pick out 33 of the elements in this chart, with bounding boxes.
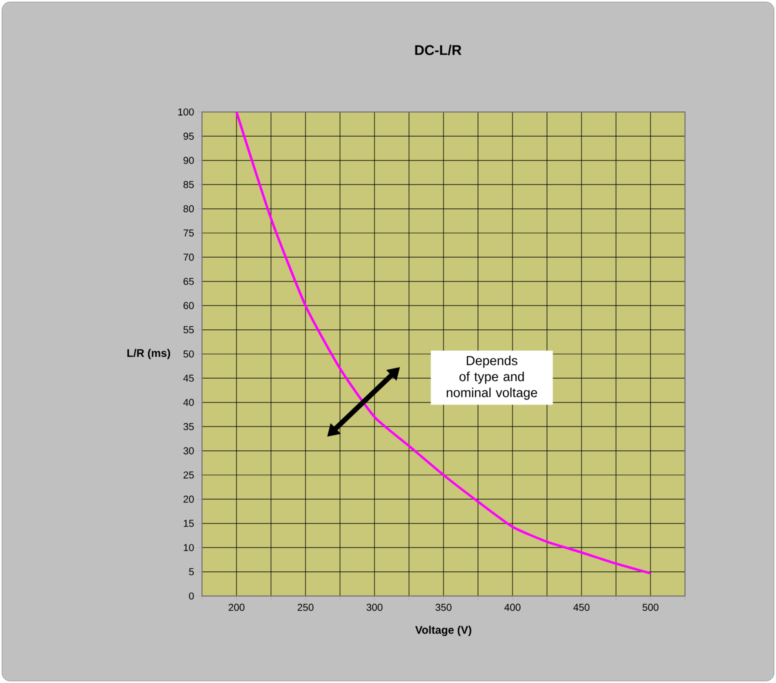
x-tick-label: 300: [366, 604, 382, 611]
y-tick-label: 65: [184, 278, 194, 285]
y-tick-label: 75: [184, 230, 194, 236]
y-tick-label: 100: [178, 108, 194, 116]
chart-title: DC-L/R: [415, 44, 462, 56]
y-tick-label: 25: [184, 471, 194, 479]
y-tick-label: 85: [184, 181, 194, 188]
y-tick-label: 30: [183, 447, 194, 454]
y-tick-label: 55: [183, 326, 194, 334]
x-axis-title: Voltage (V): [415, 626, 472, 636]
y-tick-label: 45: [183, 374, 194, 382]
y-tick-label: 0: [189, 592, 194, 600]
annotation: Depends of type and nominal voltage: [446, 356, 538, 400]
x-tick-label: 200: [228, 604, 244, 611]
x-tick-label: 400: [504, 604, 520, 611]
y-tick-label: 5: [189, 568, 194, 576]
x-tick-label: 450: [573, 604, 590, 611]
y-tick-label: 60: [184, 302, 194, 310]
y-tick-label: 40: [183, 398, 194, 406]
y-tick-label: 35: [183, 423, 194, 430]
y-tick-label: 70: [184, 254, 194, 261]
y-tick-label: 10: [184, 544, 194, 552]
x-tick-label: 500: [642, 604, 658, 611]
y-tick-label: 15: [184, 520, 194, 527]
x-tick-label: 250: [298, 604, 314, 611]
x-tick-label: 350: [436, 604, 452, 611]
y-tick-label: 20: [184, 496, 194, 503]
line-series: [235, 110, 652, 574]
y-tick-label: 90: [184, 156, 194, 164]
y-tick-label: 50: [183, 350, 194, 358]
y-tick-label: 80: [184, 205, 194, 212]
y-tick-label: 95: [184, 132, 194, 140]
y-axis-title: L/R (ms): [127, 348, 170, 360]
